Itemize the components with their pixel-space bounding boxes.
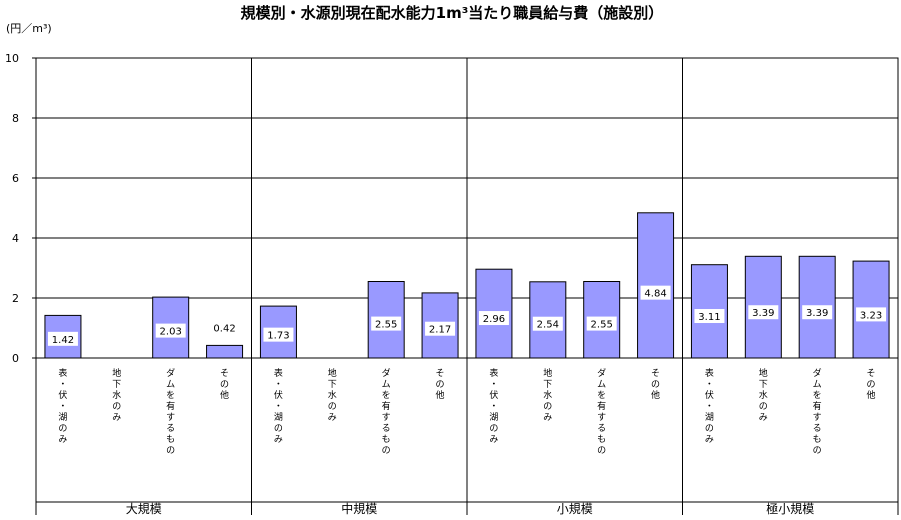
data-label-box bbox=[371, 316, 402, 331]
data-label: 2.54 bbox=[537, 320, 559, 331]
data-label: 4.84 bbox=[644, 289, 666, 300]
group-label: 小規模 bbox=[557, 501, 593, 516]
bar bbox=[206, 344, 244, 359]
data-label: 2.55 bbox=[591, 320, 613, 331]
category-label: 地下水のみ bbox=[112, 367, 121, 423]
data-label-box bbox=[748, 305, 779, 320]
category-label: その他 bbox=[436, 368, 445, 401]
category-label: 表・伏・湖のみ bbox=[58, 367, 67, 445]
y-tick-label: 6 bbox=[12, 172, 19, 185]
data-label-box bbox=[425, 321, 456, 336]
group-label: 中規模 bbox=[341, 501, 377, 516]
data-label: 0.42 bbox=[213, 323, 235, 334]
data-label-box bbox=[263, 327, 294, 342]
data-label: 2.96 bbox=[483, 314, 505, 325]
data-label-box bbox=[694, 309, 725, 324]
y-tick-label: 4 bbox=[12, 232, 19, 245]
data-label-box bbox=[802, 305, 833, 320]
data-label-box bbox=[856, 307, 887, 322]
y-tick-label: 8 bbox=[12, 112, 19, 125]
category-label: 表・伏・湖のみ bbox=[489, 367, 498, 445]
category-label: その他 bbox=[651, 368, 660, 401]
data-label: 3.39 bbox=[752, 308, 774, 319]
data-label-box bbox=[478, 311, 509, 326]
data-label: 3.11 bbox=[698, 312, 720, 323]
data-label: 2.03 bbox=[160, 327, 182, 338]
category-label: 地下水のみ bbox=[759, 367, 768, 423]
category-label: その他 bbox=[867, 368, 876, 401]
data-label: 3.23 bbox=[860, 310, 882, 321]
category-label: ダムを有するもの bbox=[166, 367, 175, 456]
y-tick-label: 10 bbox=[5, 52, 19, 65]
category-label: 表・伏・湖のみ bbox=[274, 367, 283, 445]
category-label: 表・伏・湖のみ bbox=[705, 367, 714, 445]
bar bbox=[637, 212, 675, 359]
data-label: 1.73 bbox=[267, 331, 289, 342]
y-tick-label: 0 bbox=[12, 352, 19, 365]
data-label: 1.42 bbox=[52, 335, 74, 346]
group-label: 極小規模 bbox=[766, 501, 814, 516]
category-label: 地下水のみ bbox=[543, 367, 552, 423]
data-label: 2.17 bbox=[429, 325, 451, 336]
data-label: 2.55 bbox=[375, 320, 397, 331]
data-label-box bbox=[47, 331, 78, 346]
data-label-box bbox=[640, 285, 671, 300]
chart-title: 規模別・水源別現在配水能力1m³当たり職員給与費（施設別） bbox=[241, 4, 664, 22]
y-axis-unit-label: (円／m³) bbox=[6, 22, 52, 35]
data-label: 3.39 bbox=[806, 308, 828, 319]
category-label: ダムを有するもの bbox=[382, 367, 391, 456]
y-tick-label: 2 bbox=[12, 292, 19, 305]
plot-area: 0 2 4 6 8 10 大規模 1.42 表・伏・湖のみ 地下水のみ 2.03 ダムを有するもの 0.… bbox=[5, 52, 899, 516]
data-label-box bbox=[155, 323, 186, 338]
group-label: 大規模 bbox=[126, 501, 162, 516]
category-label: 地下水のみ bbox=[328, 367, 337, 423]
data-label-box bbox=[586, 316, 617, 331]
category-label: ダムを有するもの bbox=[813, 367, 822, 456]
data-label-box bbox=[532, 316, 563, 331]
category-label: ダムを有するもの bbox=[597, 367, 606, 456]
category-label: その他 bbox=[220, 368, 229, 401]
